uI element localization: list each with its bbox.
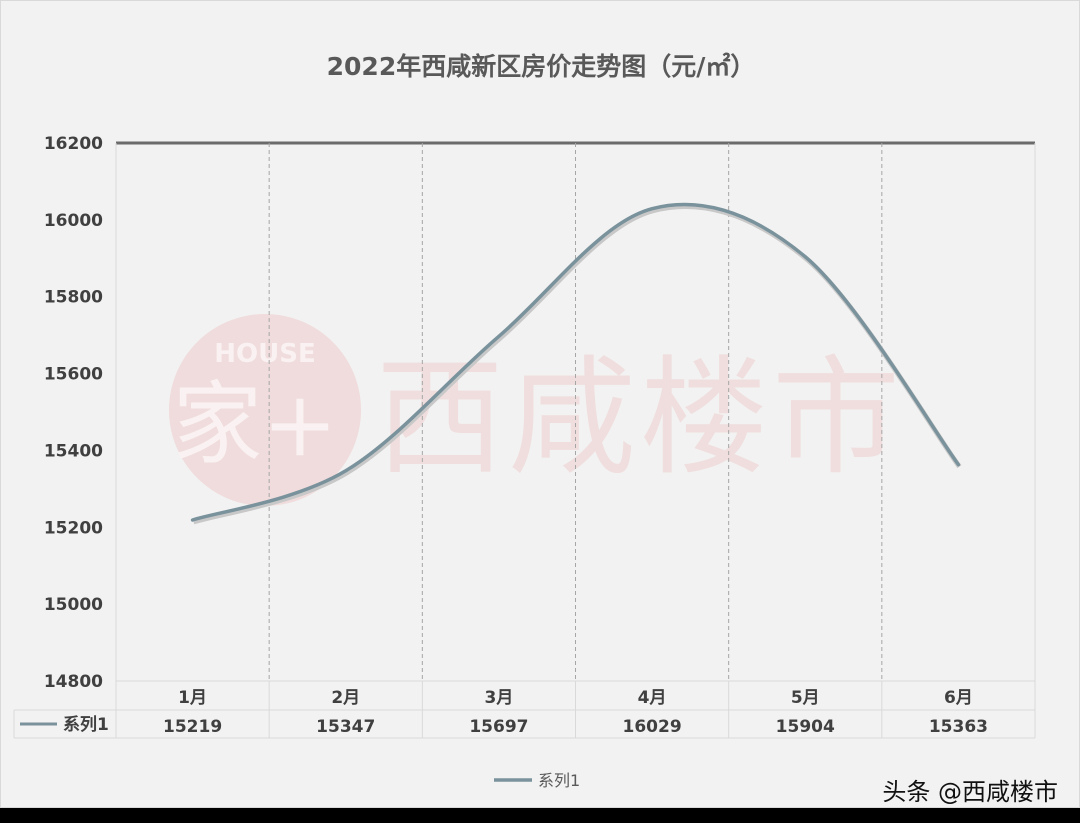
- table-value: 15363: [929, 717, 988, 737]
- credit-watermark: 头条 @西咸楼市: [882, 778, 1058, 806]
- x-category-label: 3月: [484, 688, 513, 708]
- x-category-label: 5月: [791, 688, 820, 708]
- y-tick-label: 15200: [44, 518, 103, 538]
- y-tick-label: 15400: [44, 441, 103, 461]
- watermark-text: 西咸楼市: [376, 344, 904, 493]
- y-tick-label: 15600: [44, 365, 103, 385]
- y-tick-label: 14800: [44, 672, 103, 692]
- x-category-label: 2月: [331, 688, 360, 708]
- table-value: 15219: [163, 717, 222, 737]
- y-tick-label: 16200: [44, 134, 103, 154]
- watermark-logo-circle: [169, 314, 361, 506]
- watermark-logo-glyph: 家+: [172, 372, 337, 477]
- table-value: 15347: [316, 717, 375, 737]
- x-category-label: 1月: [178, 688, 207, 708]
- y-tick-label: 16000: [44, 211, 103, 231]
- y-tick-label: 15800: [44, 288, 103, 308]
- x-category-label: 6月: [944, 688, 973, 708]
- x-category-label: 4月: [638, 688, 667, 708]
- watermark-logo-text: HOUSE: [214, 339, 315, 369]
- series-line: [190, 202, 961, 522]
- y-tick-label: 15000: [44, 595, 103, 615]
- legend-label: 系列1: [538, 771, 580, 790]
- table-series-label: 系列1: [63, 714, 109, 735]
- chart-title: 2022年西咸新区房价走势图（元/㎡）: [326, 52, 756, 81]
- table-value: 15904: [776, 717, 835, 737]
- table-value: 16029: [623, 717, 682, 737]
- table-value: 15697: [469, 717, 528, 737]
